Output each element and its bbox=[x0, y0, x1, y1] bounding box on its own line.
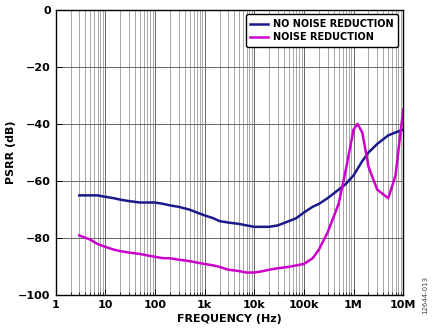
NOISE REDUCTION bbox=[392, 173, 397, 177]
NO NOISE REDUCTION bbox=[95, 193, 100, 197]
Y-axis label: PSRR (dB): PSRR (dB) bbox=[6, 121, 16, 184]
NO NOISE REDUCTION bbox=[217, 219, 222, 223]
NO NOISE REDUCTION bbox=[194, 211, 199, 214]
NO NOISE REDUCTION bbox=[324, 196, 329, 200]
NOISE REDUCTION bbox=[217, 265, 222, 269]
NO NOISE REDUCTION bbox=[243, 223, 249, 227]
NOISE REDUCTION bbox=[385, 196, 390, 200]
NOISE REDUCTION bbox=[137, 252, 142, 256]
NOISE REDUCTION bbox=[88, 238, 93, 242]
NO NOISE REDUCTION bbox=[309, 205, 315, 209]
NO NOISE REDUCTION bbox=[210, 216, 215, 220]
NO NOISE REDUCTION bbox=[400, 128, 405, 132]
NO NOISE REDUCTION bbox=[350, 173, 355, 177]
NOISE REDUCTION bbox=[194, 261, 199, 265]
NO NOISE REDUCTION bbox=[275, 223, 280, 227]
NO NOISE REDUCTION bbox=[385, 133, 390, 137]
NO NOISE REDUCTION bbox=[335, 188, 340, 192]
NOISE REDUCTION bbox=[225, 268, 230, 272]
NO NOISE REDUCTION bbox=[187, 208, 192, 212]
NOISE REDUCTION bbox=[176, 258, 181, 262]
NOISE REDUCTION bbox=[293, 263, 298, 267]
NOISE REDUCTION bbox=[161, 256, 166, 260]
NO NOISE REDUCTION bbox=[76, 193, 82, 197]
NO NOISE REDUCTION bbox=[137, 201, 142, 205]
NO NOISE REDUCTION bbox=[266, 225, 271, 229]
NOISE REDUCTION bbox=[201, 262, 207, 266]
NO NOISE REDUCTION bbox=[392, 130, 397, 134]
NO NOISE REDUCTION bbox=[251, 225, 256, 229]
NOISE REDUCTION bbox=[324, 231, 329, 235]
NO NOISE REDUCTION bbox=[359, 159, 364, 163]
NOISE REDUCTION bbox=[243, 271, 249, 275]
NOISE REDUCTION bbox=[187, 259, 192, 263]
NOISE REDUCTION bbox=[95, 242, 100, 246]
NO NOISE REDUCTION bbox=[342, 182, 348, 186]
NOISE REDUCTION bbox=[400, 108, 405, 112]
NO NOISE REDUCTION bbox=[117, 198, 122, 202]
NO NOISE REDUCTION bbox=[365, 150, 370, 154]
NOISE REDUCTION bbox=[342, 168, 348, 172]
NO NOISE REDUCTION bbox=[176, 205, 181, 209]
Line: NO NOISE REDUCTION: NO NOISE REDUCTION bbox=[79, 130, 402, 227]
NOISE REDUCTION bbox=[350, 128, 355, 132]
NOISE REDUCTION bbox=[266, 268, 271, 272]
X-axis label: FREQUENCY (Hz): FREQUENCY (Hz) bbox=[177, 314, 281, 324]
Line: NOISE REDUCTION: NOISE REDUCTION bbox=[79, 110, 402, 273]
NOISE REDUCTION bbox=[117, 249, 122, 253]
NO NOISE REDUCTION bbox=[225, 220, 230, 224]
NO NOISE REDUCTION bbox=[201, 214, 207, 217]
Text: 12644-013: 12644-013 bbox=[421, 275, 427, 313]
NO NOISE REDUCTION bbox=[301, 211, 306, 214]
NOISE REDUCTION bbox=[210, 263, 215, 267]
NO NOISE REDUCTION bbox=[161, 202, 166, 206]
NOISE REDUCTION bbox=[167, 256, 172, 260]
NO NOISE REDUCTION bbox=[374, 142, 379, 146]
NOISE REDUCTION bbox=[126, 250, 131, 254]
NOISE REDUCTION bbox=[251, 271, 256, 275]
NOISE REDUCTION bbox=[260, 269, 265, 273]
NOISE REDUCTION bbox=[365, 165, 370, 169]
NOISE REDUCTION bbox=[236, 269, 241, 273]
NOISE REDUCTION bbox=[275, 266, 280, 270]
NO NOISE REDUCTION bbox=[152, 201, 157, 205]
NOISE REDUCTION bbox=[76, 233, 82, 237]
NOISE REDUCTION bbox=[152, 255, 157, 259]
NOISE REDUCTION bbox=[144, 253, 149, 257]
NOISE REDUCTION bbox=[102, 245, 108, 249]
NO NOISE REDUCTION bbox=[236, 222, 241, 226]
NO NOISE REDUCTION bbox=[260, 225, 265, 229]
NOISE REDUCTION bbox=[111, 248, 116, 252]
NOISE REDUCTION bbox=[301, 262, 306, 266]
NOISE REDUCTION bbox=[354, 122, 359, 126]
NO NOISE REDUCTION bbox=[316, 202, 321, 206]
NOISE REDUCTION bbox=[359, 130, 364, 134]
NO NOISE REDUCTION bbox=[293, 216, 298, 220]
NOISE REDUCTION bbox=[316, 248, 321, 252]
NO NOISE REDUCTION bbox=[144, 201, 149, 205]
NOISE REDUCTION bbox=[374, 188, 379, 192]
NO NOISE REDUCTION bbox=[111, 196, 116, 200]
NO NOISE REDUCTION bbox=[102, 195, 108, 199]
NO NOISE REDUCTION bbox=[167, 203, 172, 207]
NO NOISE REDUCTION bbox=[126, 199, 131, 203]
NOISE REDUCTION bbox=[286, 265, 291, 269]
NOISE REDUCTION bbox=[335, 202, 340, 206]
NOISE REDUCTION bbox=[309, 256, 315, 260]
NO NOISE REDUCTION bbox=[88, 193, 93, 197]
Legend: NO NOISE REDUCTION, NOISE REDUCTION: NO NOISE REDUCTION, NOISE REDUCTION bbox=[245, 15, 398, 47]
NO NOISE REDUCTION bbox=[286, 219, 291, 223]
